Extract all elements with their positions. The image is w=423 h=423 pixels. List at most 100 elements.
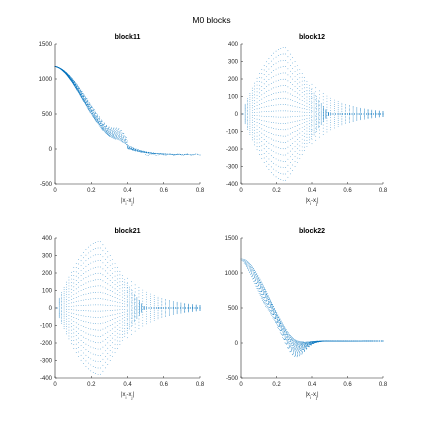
- data-point: [92, 280, 94, 281]
- data-point: [156, 154, 158, 156]
- data-point: [356, 110, 358, 111]
- data-point: [138, 314, 140, 316]
- data-point: [121, 321, 123, 323]
- data-point: [285, 78, 286, 80]
- data-point: [345, 117, 346, 119]
- data-point: [80, 92, 82, 94]
- data-point: [295, 339, 297, 341]
- data-point: [320, 120, 322, 121]
- data-point: [337, 120, 339, 121]
- data-point: [136, 149, 138, 150]
- data-point: [83, 357, 84, 359]
- data-point: [100, 126, 101, 128]
- data-point: [275, 86, 277, 88]
- data-point: [270, 71, 272, 73]
- data-point: [111, 136, 113, 138]
- data-point: [247, 118, 248, 120]
- data-point: [83, 98, 85, 99]
- data-point: [117, 137, 118, 139]
- data-point: [131, 310, 133, 311]
- data-point: [287, 158, 289, 160]
- data-point: [97, 247, 99, 249]
- data-point: [251, 87, 253, 89]
- data-point: [176, 309, 178, 311]
- data-point: [61, 299, 63, 301]
- data-point: [116, 127, 117, 129]
- data-point: [334, 123, 335, 124]
- data-point: [266, 66, 267, 68]
- data-point: [134, 300, 135, 302]
- data-point: [349, 113, 351, 115]
- data-point: [251, 139, 253, 141]
- data-point: [263, 125, 265, 126]
- data-point: [304, 139, 305, 141]
- data-point: [114, 132, 115, 134]
- data-point: [164, 154, 166, 156]
- data-point: [90, 358, 92, 360]
- data-point: [95, 354, 96, 356]
- data-point: [152, 152, 154, 154]
- data-point: [261, 98, 263, 100]
- data-point: [116, 138, 117, 140]
- data-point: [172, 313, 174, 314]
- data-point: [110, 135, 112, 136]
- data-point: [134, 330, 136, 332]
- data-point: [138, 307, 140, 309]
- data-point: [79, 90, 81, 92]
- data-point: [259, 281, 261, 283]
- data-point: [90, 334, 92, 336]
- data-point: [90, 346, 92, 348]
- data-point: [136, 317, 138, 318]
- data-point: [337, 118, 339, 120]
- data-point: [97, 355, 99, 356]
- data-point: [245, 266, 247, 267]
- data-point: [138, 306, 140, 308]
- data-point: [86, 105, 88, 107]
- data-point: [319, 108, 320, 110]
- data-point: [124, 292, 126, 294]
- data-point: [304, 101, 305, 103]
- data-point: [360, 119, 361, 121]
- data-point: [256, 142, 258, 144]
- data-point: [68, 291, 70, 293]
- data-point: [100, 260, 101, 262]
- data-point: [195, 307, 197, 309]
- data-point: [256, 108, 258, 110]
- data-point: [71, 316, 72, 317]
- data-point: [251, 137, 253, 138]
- data-point: [169, 304, 170, 306]
- data-point: [172, 314, 174, 315]
- data-point: [107, 283, 109, 285]
- data-point: [180, 302, 182, 304]
- data-point: [102, 129, 104, 130]
- data-point: [88, 368, 89, 370]
- data-point: [83, 99, 85, 100]
- data-point: [292, 339, 294, 341]
- data-point: [157, 310, 159, 311]
- data-point: [105, 293, 106, 295]
- data-point: [287, 104, 289, 106]
- data-point: [138, 324, 140, 326]
- data-point: [294, 101, 296, 102]
- data-point: [367, 116, 369, 117]
- data-point: [68, 294, 70, 296]
- data-point: [251, 271, 253, 272]
- data-point: [247, 115, 248, 117]
- data-point: [292, 57, 294, 59]
- data-point: [88, 316, 89, 318]
- data-point: [114, 348, 116, 349]
- data-point: [295, 343, 297, 345]
- data-point: [126, 142, 128, 143]
- data-point: [315, 115, 317, 117]
- data-point: [80, 275, 82, 276]
- data-point: [285, 173, 286, 175]
- data-point: [109, 132, 111, 134]
- data-point: [337, 108, 339, 110]
- data-point: [126, 304, 128, 305]
- data-point: [86, 98, 88, 100]
- data-point: [112, 132, 113, 133]
- data-point: [114, 352, 116, 354]
- data-point: [97, 304, 99, 306]
- data-point: [184, 304, 186, 306]
- data-point: [131, 147, 132, 149]
